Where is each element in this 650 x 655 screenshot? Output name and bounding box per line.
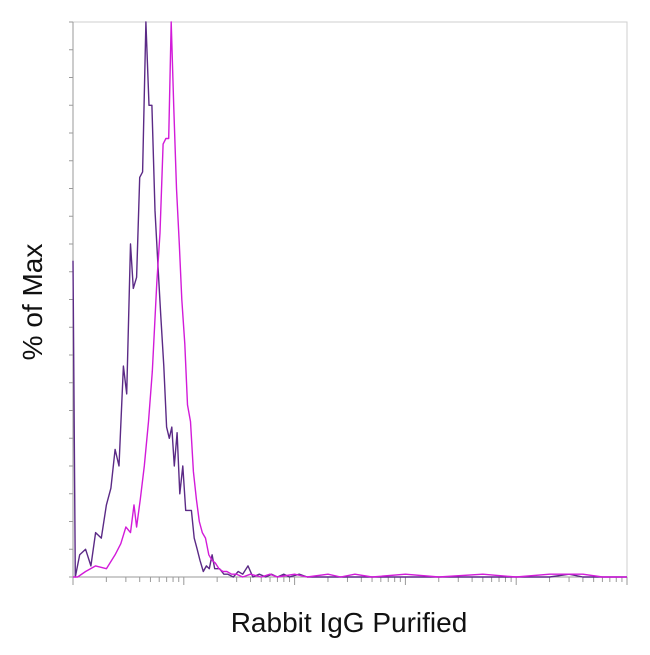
x-axis-label: Rabbit IgG Purified: [231, 607, 468, 638]
histogram-series-2-line: [73, 21, 627, 578]
y-axis-label: % of Max: [17, 244, 48, 361]
histogram-series-1-line: [72, 21, 627, 578]
